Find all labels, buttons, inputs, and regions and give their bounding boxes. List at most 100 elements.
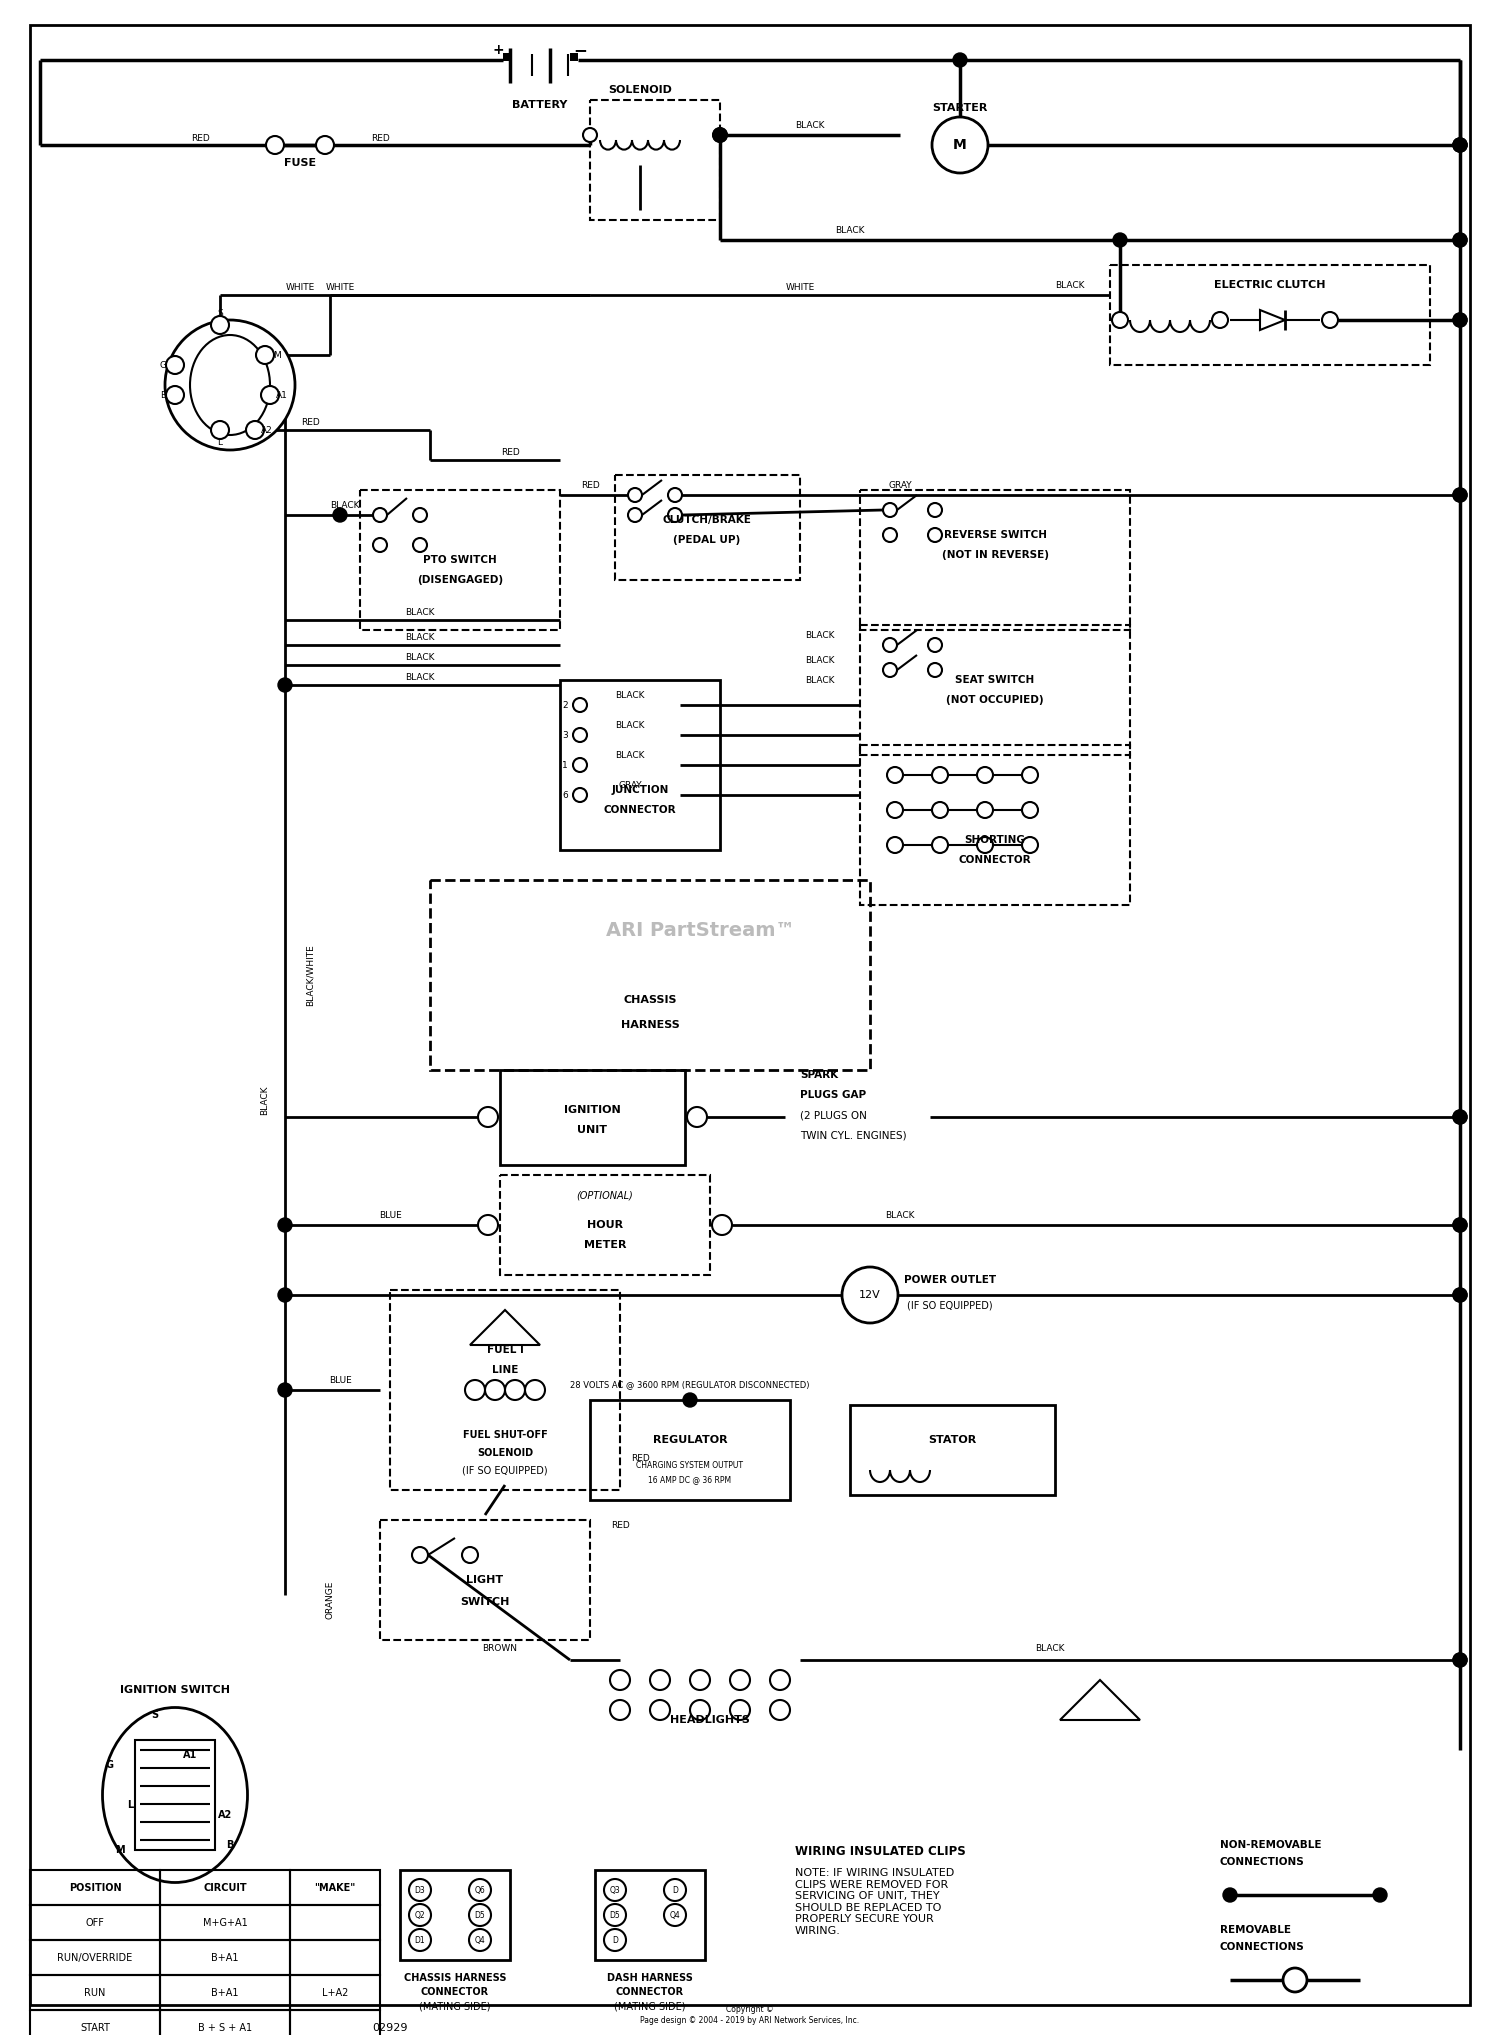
Text: S: S	[217, 309, 223, 317]
Circle shape	[261, 387, 279, 405]
Text: BLACK: BLACK	[615, 720, 645, 729]
Text: RUN/OVERRIDE: RUN/OVERRIDE	[57, 1952, 132, 1962]
Circle shape	[165, 319, 296, 450]
Text: BLACK: BLACK	[405, 633, 435, 641]
Circle shape	[682, 1394, 698, 1406]
Circle shape	[462, 1547, 478, 1563]
Circle shape	[246, 421, 264, 440]
Circle shape	[478, 1215, 498, 1235]
Text: BLACK: BLACK	[885, 1211, 915, 1219]
Bar	[160, 1976, 290, 2011]
Text: +: +	[492, 43, 504, 57]
Text: METER: METER	[584, 1239, 627, 1249]
Circle shape	[573, 757, 586, 771]
Text: PLUGS GAP: PLUGS GAP	[800, 1091, 865, 1101]
Text: BLACK: BLACK	[405, 653, 435, 661]
Circle shape	[1454, 138, 1467, 153]
Text: (NOT OCCUPIED): (NOT OCCUPIED)	[946, 696, 1044, 704]
Text: RED: RED	[630, 1453, 650, 1463]
Bar	[290, 1976, 380, 2011]
Circle shape	[1454, 1109, 1467, 1123]
Bar	[160, 2011, 290, 2035]
Circle shape	[410, 1905, 430, 1925]
Circle shape	[687, 1107, 706, 1127]
Text: BLACK: BLACK	[836, 226, 864, 234]
Text: CHASSIS HARNESS: CHASSIS HARNESS	[404, 1974, 506, 1982]
Bar	[590, 100, 720, 220]
Circle shape	[664, 1878, 686, 1901]
Text: CHARGING SYSTEM OUTPUT: CHARGING SYSTEM OUTPUT	[636, 1461, 744, 1469]
Circle shape	[1222, 1888, 1238, 1903]
Circle shape	[1022, 802, 1038, 818]
Circle shape	[604, 1929, 625, 1952]
Text: CONNECTIONS: CONNECTIONS	[1220, 1858, 1305, 1866]
Bar	[30, 1976, 160, 2011]
Circle shape	[266, 136, 284, 155]
Text: L: L	[217, 438, 222, 446]
Bar	[390, 1290, 620, 1490]
Text: D3: D3	[414, 1886, 426, 1895]
Text: UNIT: UNIT	[578, 1125, 608, 1136]
Text: CONNECTOR: CONNECTOR	[422, 1986, 489, 1996]
Circle shape	[1022, 836, 1038, 853]
Text: HOUR: HOUR	[586, 1221, 622, 1229]
Circle shape	[211, 315, 230, 334]
Circle shape	[604, 1878, 625, 1901]
Circle shape	[1282, 1968, 1306, 1992]
Text: WHITE: WHITE	[786, 283, 814, 291]
Circle shape	[470, 1929, 490, 1952]
Text: 3: 3	[562, 731, 568, 739]
Circle shape	[1454, 1652, 1467, 1667]
Circle shape	[484, 1380, 506, 1400]
Text: CONNECTOR: CONNECTOR	[958, 855, 1032, 865]
Bar	[500, 1174, 710, 1276]
Circle shape	[1454, 138, 1467, 153]
Circle shape	[884, 663, 897, 678]
Circle shape	[690, 1699, 709, 1720]
Text: FUEL SHUT-OFF: FUEL SHUT-OFF	[462, 1431, 548, 1441]
Text: CHASSIS: CHASSIS	[624, 995, 676, 1005]
Circle shape	[166, 387, 184, 405]
Bar	[859, 745, 1130, 906]
Text: (MATING SIDE): (MATING SIDE)	[615, 2000, 686, 2011]
Text: M: M	[273, 350, 280, 360]
Text: REGULATOR: REGULATOR	[652, 1435, 728, 1445]
Text: B+A1: B+A1	[211, 1952, 238, 1962]
Text: BLACK: BLACK	[795, 120, 825, 130]
Circle shape	[928, 503, 942, 517]
Circle shape	[976, 767, 993, 783]
Circle shape	[278, 1219, 292, 1231]
Text: CIRCUIT: CIRCUIT	[202, 1882, 248, 1893]
Text: SOLENOID: SOLENOID	[608, 85, 672, 96]
Circle shape	[410, 1878, 430, 1901]
Text: DASH HARNESS: DASH HARNESS	[608, 1974, 693, 1982]
Text: RED: RED	[190, 134, 210, 142]
Text: SOLENOID: SOLENOID	[477, 1449, 532, 1457]
Text: SWITCH: SWITCH	[460, 1597, 510, 1608]
Circle shape	[884, 527, 897, 541]
Circle shape	[1454, 1219, 1467, 1231]
Circle shape	[932, 116, 988, 173]
Circle shape	[884, 639, 897, 651]
Circle shape	[1454, 313, 1467, 328]
Circle shape	[1454, 1109, 1467, 1123]
Bar	[859, 490, 1130, 631]
Bar	[160, 1905, 290, 1939]
Circle shape	[928, 527, 942, 541]
Text: OFF: OFF	[86, 1917, 105, 1927]
Circle shape	[1454, 488, 1467, 503]
Circle shape	[506, 1380, 525, 1400]
Bar	[570, 53, 578, 61]
Text: BLUE: BLUE	[328, 1376, 351, 1384]
Bar	[360, 490, 560, 631]
Circle shape	[610, 1671, 630, 1689]
Text: BLACK: BLACK	[806, 631, 834, 639]
Circle shape	[465, 1380, 484, 1400]
Circle shape	[316, 136, 334, 155]
Bar	[1110, 265, 1430, 364]
Bar	[615, 474, 800, 580]
Text: G: G	[159, 360, 166, 370]
Circle shape	[478, 1107, 498, 1127]
Text: IGNITION: IGNITION	[564, 1105, 621, 1115]
Text: BLACK: BLACK	[806, 676, 834, 684]
